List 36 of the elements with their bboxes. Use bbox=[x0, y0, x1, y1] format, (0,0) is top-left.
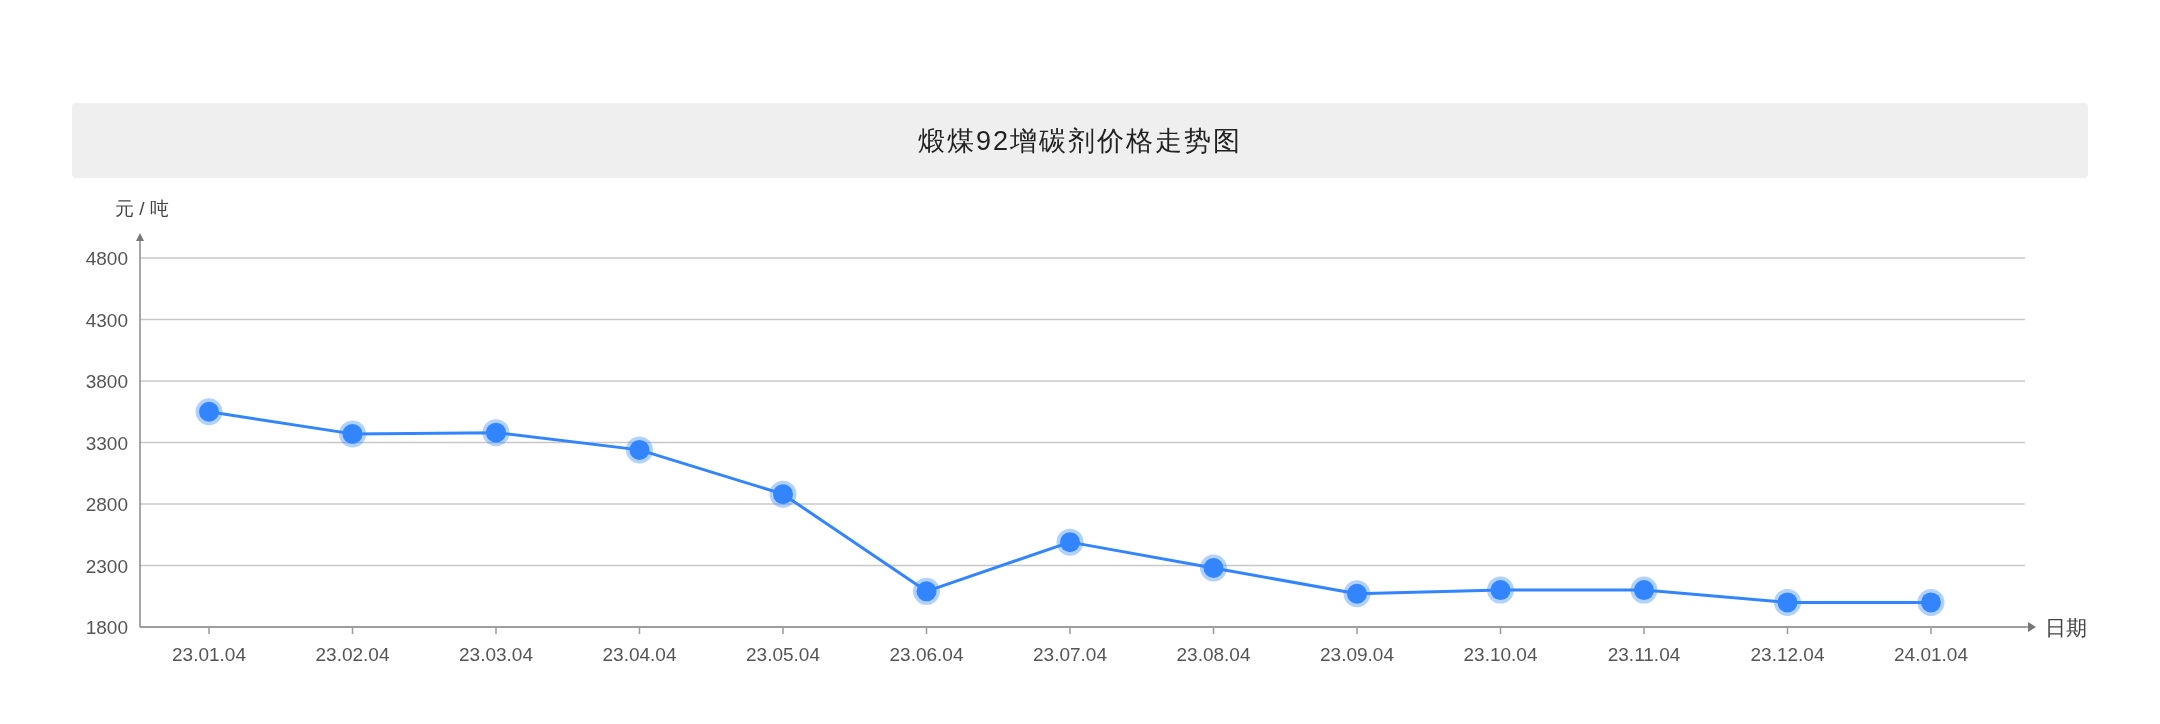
y-axis-title: 元 / 吨 bbox=[115, 198, 169, 219]
point bbox=[1343, 580, 1371, 608]
x-tick-label: 24.01.04 bbox=[1894, 644, 1969, 665]
x-tick-label: 23.12.04 bbox=[1750, 644, 1825, 665]
point bbox=[195, 398, 223, 426]
x-tick-label: 23.11.04 bbox=[1607, 644, 1681, 665]
point bbox=[1774, 588, 1801, 616]
y-tick-label: 1800 bbox=[85, 617, 128, 638]
point bbox=[339, 420, 366, 448]
y-tick-label: 4800 bbox=[85, 248, 128, 269]
point bbox=[482, 419, 510, 447]
point bbox=[1487, 576, 1514, 604]
point bbox=[1056, 528, 1084, 556]
x-tick-label: 23.04.04 bbox=[602, 644, 677, 665]
chart-title: 煅煤92增碳剂价格走势图 bbox=[917, 126, 1243, 156]
x-axis-title: 日期 bbox=[2045, 616, 2087, 639]
y-tick-label: 3800 bbox=[85, 371, 128, 392]
y-tick-label: 3300 bbox=[85, 432, 128, 454]
x-tick-label: 23.10.04 bbox=[1463, 644, 1538, 665]
point bbox=[626, 436, 653, 464]
point bbox=[1200, 554, 1227, 582]
point bbox=[1630, 576, 1658, 604]
x-tick-label: 23.03.04 bbox=[459, 644, 534, 665]
y-tick-label: 4300 bbox=[85, 309, 128, 331]
point bbox=[1917, 588, 1945, 616]
x-tick-label: 23.01.04 bbox=[172, 644, 247, 665]
y-tick-label: 2800 bbox=[85, 494, 128, 515]
point bbox=[913, 577, 940, 605]
y-tick-label: 2300 bbox=[85, 555, 128, 577]
point bbox=[769, 480, 797, 508]
x-tick-label: 23.05.04 bbox=[746, 644, 821, 665]
x-tick-label: 23.09.04 bbox=[1320, 644, 1395, 665]
x-tick-label: 23.07.04 bbox=[1033, 644, 1108, 665]
x-tick-label: 23.02.04 bbox=[315, 644, 390, 665]
x-tick-label: 23.06.04 bbox=[889, 644, 964, 665]
x-tick-label: 23.08.04 bbox=[1176, 644, 1251, 665]
